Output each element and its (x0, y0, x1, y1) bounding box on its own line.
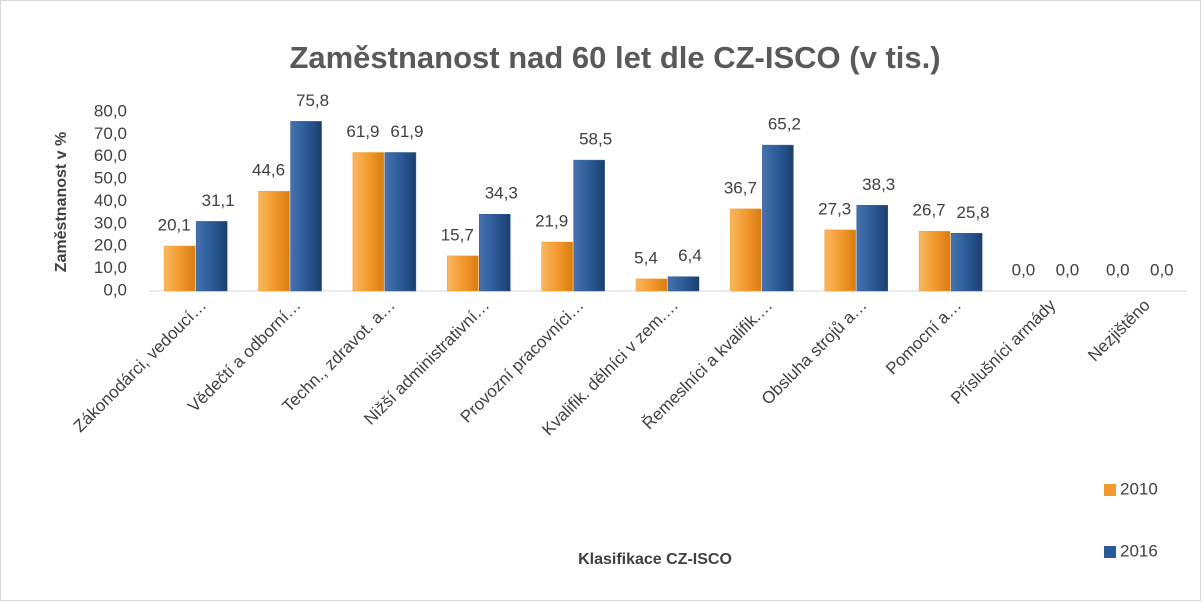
bar (479, 214, 511, 292)
x-tick-label: Nezjištěno (1084, 296, 1154, 366)
value-label: 58,5 (579, 130, 612, 149)
legend-swatch (1104, 546, 1116, 558)
legend-label: 2016 (1120, 541, 1158, 560)
value-label: 44,6 (252, 161, 285, 180)
y-tick-label: 30,0 (94, 213, 127, 232)
x-tick-label: Pomocní a… (882, 296, 965, 379)
value-label: 34,3 (485, 184, 518, 203)
value-label: 6,4 (678, 246, 702, 265)
value-label: 15,7 (441, 225, 474, 244)
bar (950, 233, 983, 292)
bar (824, 229, 856, 292)
bar (447, 255, 479, 292)
value-label: 0,0 (1106, 260, 1130, 279)
bar (163, 245, 196, 292)
bar (762, 144, 794, 292)
value-label: 38,3 (862, 175, 895, 194)
bar (258, 190, 290, 292)
bar (352, 152, 385, 292)
value-label: 61,9 (390, 122, 423, 141)
bar (195, 221, 228, 292)
legend-label: 2010 (1120, 479, 1158, 498)
value-label: 61,9 (346, 122, 379, 141)
bar (635, 278, 668, 292)
bar (667, 276, 700, 292)
value-label: 0,0 (1056, 260, 1080, 279)
bar (918, 231, 951, 292)
y-tick-label: 10,0 (94, 258, 127, 277)
y-tick-label: 70,0 (94, 124, 127, 143)
bar (573, 159, 605, 292)
y-tick-label: 20,0 (94, 236, 127, 255)
value-label: 20,1 (158, 216, 191, 235)
y-tick-label: 80,0 (94, 101, 127, 120)
chart-title: Zaměstnanost nad 60 let dle CZ-ISCO (v t… (289, 40, 940, 75)
y-tick-label: 50,0 (94, 169, 127, 188)
value-label: 25,8 (957, 203, 990, 222)
value-label: 65,2 (768, 115, 801, 134)
value-label: 75,8 (296, 91, 329, 110)
y-axis-title: Zaměstnanost v % (53, 132, 70, 272)
value-label: 26,7 (913, 201, 946, 220)
y-tick-label: 60,0 (94, 146, 127, 165)
value-label: 21,9 (535, 211, 568, 230)
bar (290, 121, 322, 292)
value-label: 27,3 (818, 199, 851, 218)
bar (730, 208, 762, 292)
value-label: 5,4 (634, 248, 658, 267)
bar (541, 241, 573, 292)
x-tick-label: Zákonodárci, vedoucí… (70, 296, 210, 436)
x-tick-label: Příslušníci armády (947, 295, 1060, 408)
x-tick-label: Obsluha strojů a… (758, 296, 871, 409)
y-tick-label: 40,0 (94, 191, 127, 210)
bar (856, 205, 888, 292)
legend-swatch (1104, 484, 1116, 496)
bar (384, 152, 417, 292)
y-tick-label: 0,0 (103, 280, 127, 299)
x-axis-title: Klasifikace CZ-ISCO (578, 551, 732, 568)
value-label: 0,0 (1012, 260, 1036, 279)
value-label: 31,1 (202, 191, 235, 210)
value-label: 36,7 (724, 178, 757, 197)
value-label: 0,0 (1150, 260, 1174, 279)
